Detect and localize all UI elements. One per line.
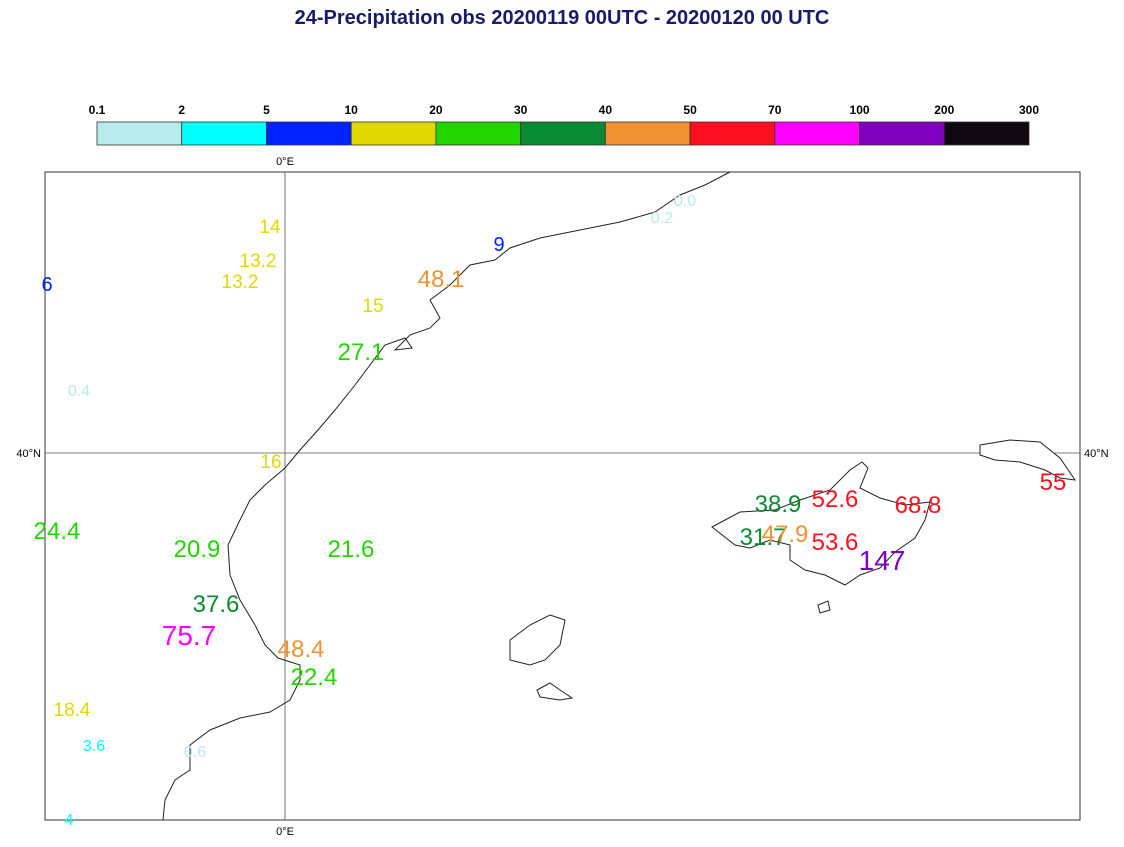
island: [711, 461, 931, 586]
station-value: 4: [65, 812, 74, 829]
station-value: 53.6: [812, 529, 859, 556]
colorbar-label: 10: [345, 103, 359, 117]
station-value: 0.6: [184, 744, 206, 761]
lat-label: 40°N: [16, 448, 41, 460]
coastline: [162, 171, 731, 821]
station-value: 47.9: [762, 521, 809, 548]
station-value: 24.4: [34, 518, 81, 545]
colorbar-box: [943, 121, 1030, 146]
station-value: 37.6: [193, 591, 240, 618]
station-value: 48.1: [418, 266, 465, 293]
colorbar-box: [350, 121, 437, 146]
colorbar-box: [96, 121, 183, 146]
station-value: 147: [859, 545, 906, 576]
colorbar-label: 300: [1019, 103, 1039, 117]
colorbar-box: [774, 121, 860, 146]
station-value: 55: [1040, 469, 1067, 496]
station-value: 16: [260, 452, 281, 473]
colorbar-label: 30: [514, 103, 528, 117]
colorbar-label: 5: [263, 103, 270, 117]
station-value: 21.6: [328, 536, 375, 563]
colorbar-label: 50: [683, 103, 697, 117]
station-value: 0.4: [68, 383, 90, 400]
station-value: 13.2: [222, 272, 259, 293]
station-layer: 0.00.2 9 48.1 14 13.213.2 15 27.1 6 0.4 16 24.4 20.…: [34, 193, 1067, 829]
station-value: 48.4: [278, 636, 325, 663]
station-value: 14: [259, 217, 281, 238]
colorbar-label: 70: [768, 103, 782, 117]
station-value: 0.0: [674, 193, 696, 210]
station-value: 3.6: [83, 738, 105, 755]
station-value: 31.7: [740, 524, 787, 551]
station-value: 6: [41, 274, 52, 296]
colorbar-label: 0.1: [89, 103, 106, 117]
colorbar-label: 40: [599, 103, 613, 117]
colorbar: 0.1 2 5 10 20 30 40 50 70 100 200 300: [89, 103, 1039, 146]
station-value: 27.1: [338, 339, 385, 366]
colorbar-box: [435, 121, 522, 146]
colorbar-label: 20: [429, 103, 443, 117]
station-value: 13.2: [240, 251, 277, 272]
lon-label: 0°E: [276, 826, 294, 838]
colorbar-label: 200: [934, 103, 954, 117]
title: 24-Precipitation obs 20200119 00UTC - 20…: [295, 7, 830, 29]
colorbar-label: 2: [178, 103, 185, 117]
station-value: 52.6: [812, 486, 859, 513]
lon-label: 0°E: [276, 156, 294, 168]
station-value: 15: [362, 296, 383, 317]
station-value: 9: [493, 234, 504, 256]
colorbar-box: [859, 121, 945, 146]
lat-label: 40°N: [1084, 448, 1109, 460]
island: [536, 682, 574, 701]
island: [979, 439, 1077, 481]
station-value: 38.9: [755, 491, 802, 518]
station-value: 0.2: [651, 210, 673, 227]
colorbar-box: [181, 121, 267, 146]
station-value: 22.4: [291, 664, 338, 691]
colorbar-label: 100: [850, 103, 870, 117]
station-value: 75.7: [162, 620, 217, 651]
station-value: 68.8: [895, 492, 942, 519]
map-frame: [44, 171, 1081, 821]
colorbar-box: [604, 121, 691, 146]
island: [509, 614, 566, 666]
colorbar-box: [520, 121, 606, 146]
colorbar-box: [689, 121, 776, 146]
station-value: 20.9: [174, 536, 221, 563]
island: [817, 600, 831, 614]
colorbar-box: [266, 121, 352, 146]
station-value: 18.4: [54, 700, 91, 721]
